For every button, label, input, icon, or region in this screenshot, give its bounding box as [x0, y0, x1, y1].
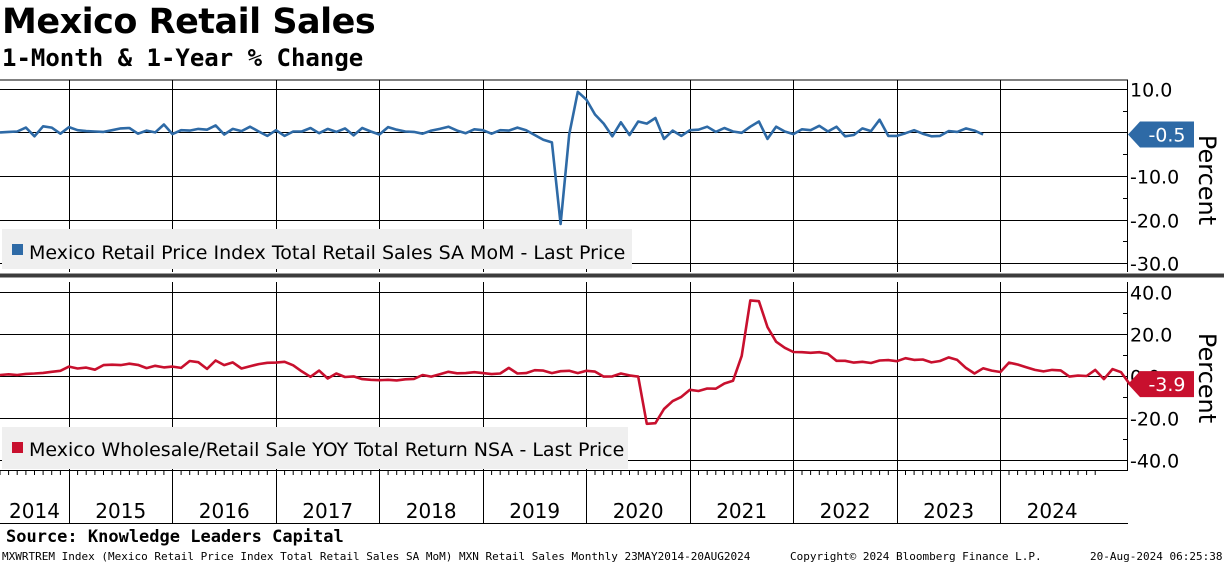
- bottom-legend-label: Mexico Wholesale/Retail Sale YOY Total R…: [29, 439, 624, 461]
- top-panel-series: [0, 90, 984, 226]
- x-tick-label: 2017: [302, 499, 353, 523]
- copyright: Copyright© 2024 Bloomberg Finance L.P.: [790, 550, 1042, 563]
- chart-subtitle: 1-Month & 1-Year % Change: [2, 44, 364, 72]
- x-tick-label: 2020: [613, 499, 664, 523]
- x-tick-label: 2021: [716, 499, 767, 523]
- series-line: [0, 299, 1131, 426]
- x-axis-ticks: 2014 2015 2016 2017 2018 2019 2020 2021 2022 2023…: [0, 470, 1096, 523]
- x-tick-label: 2019: [509, 499, 560, 523]
- top-legend-label: Mexico Retail Price Index Total Retail S…: [29, 242, 625, 264]
- bottom-last-value-badge: -3.9: [1128, 371, 1194, 398]
- bottom-panel-series: [0, 299, 1131, 426]
- chart-title: Mexico Retail Sales: [2, 2, 376, 42]
- bottom-y-axis-title: Percent: [1193, 333, 1221, 423]
- bottom-legend-bg: [2, 427, 628, 469]
- top-last-value-badge-shape: [1128, 121, 1194, 148]
- panel-separator: [0, 273, 1224, 278]
- x-tick-label: 2016: [199, 499, 250, 523]
- y-tick-label: -20.0: [1130, 211, 1179, 233]
- y-tick-label: -20.0: [1130, 409, 1179, 431]
- x-tick-label: 2018: [406, 499, 457, 523]
- source-note: Source: Knowledge Leaders Capital: [6, 527, 344, 547]
- y-tick-label: -30.0: [1130, 254, 1179, 276]
- ticker-info: MXWRTREM Index (Mexico Retail Price Inde…: [2, 550, 751, 563]
- x-tick-label: 2022: [820, 499, 871, 523]
- x-tick-label: 2015: [95, 499, 146, 523]
- top-legend-bg: [2, 229, 632, 269]
- y-tick-label: 20.0: [1130, 325, 1172, 347]
- top-y-axis-title: Percent: [1193, 135, 1221, 225]
- bottom-legend-swatch: [12, 442, 23, 453]
- top-panel-y-ticks: 10.0 -10.0 -20.0 -30.0: [1118, 80, 1179, 276]
- top-last-value-badge: -0.5: [1128, 121, 1194, 148]
- top-legend-swatch: [12, 244, 23, 255]
- top-last-value-label: -0.5: [1148, 125, 1185, 147]
- y-tick-label: 10.0: [1130, 80, 1172, 102]
- x-tick-label: 2023: [923, 499, 974, 523]
- bottom-legend: Mexico Wholesale/Retail Sale YOY Total R…: [2, 427, 628, 469]
- y-tick-label: -40.0: [1130, 451, 1179, 473]
- x-tick-label: 2014: [9, 499, 60, 523]
- bottom-last-value-badge-shape: [1128, 371, 1194, 398]
- x-tick-label: 2024: [1027, 499, 1078, 523]
- bottom-panel-y-ticks: 40.020.00.0-20.0-40.0: [1118, 283, 1179, 473]
- y-tick-label: -10.0: [1130, 167, 1179, 189]
- chart-canvas: 10.0-10.0-20.0-30.0 40.020.00.0-20.0-40.…: [0, 79, 1224, 524]
- bottom-last-value-label: -3.9: [1148, 374, 1185, 396]
- top-legend: Mexico Retail Price Index Total Retail S…: [2, 229, 632, 269]
- timestamp: 20-Aug-2024 06:25:38: [1090, 550, 1223, 563]
- series-line: [0, 90, 984, 226]
- y-tick-label: 40.0: [1130, 283, 1172, 305]
